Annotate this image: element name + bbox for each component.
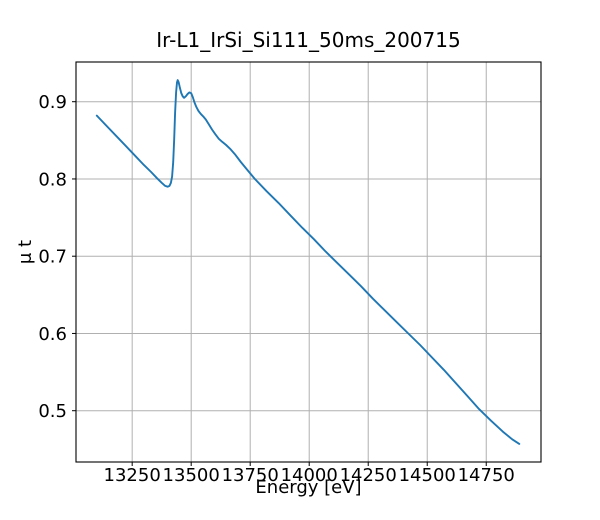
y-tick-label: 0.6 (38, 324, 67, 345)
x-tick-label: 14500 (399, 465, 456, 486)
y-tick-label: 0.8 (38, 169, 67, 190)
x-tick-label: 13250 (104, 465, 161, 486)
series-line (95, 79, 521, 445)
x-tick-label: 13750 (222, 465, 279, 486)
y-tick-label: 0.5 (38, 401, 67, 422)
chart-title: Ir-L1_IrSi_Si111_50ms_200715 (156, 28, 461, 52)
y-tick-label: 0.9 (38, 92, 67, 113)
x-tick-label: 14250 (340, 465, 397, 486)
x-tick-label: 13500 (163, 465, 220, 486)
y-axis-label: μ t (15, 239, 36, 265)
x-tick-label: 14000 (281, 465, 338, 486)
x-axis-label: Energy [eV] (255, 477, 362, 498)
plot-border (75, 61, 542, 463)
x-tick-label: 14750 (458, 465, 515, 486)
y-tick-label: 0.7 (38, 247, 67, 268)
